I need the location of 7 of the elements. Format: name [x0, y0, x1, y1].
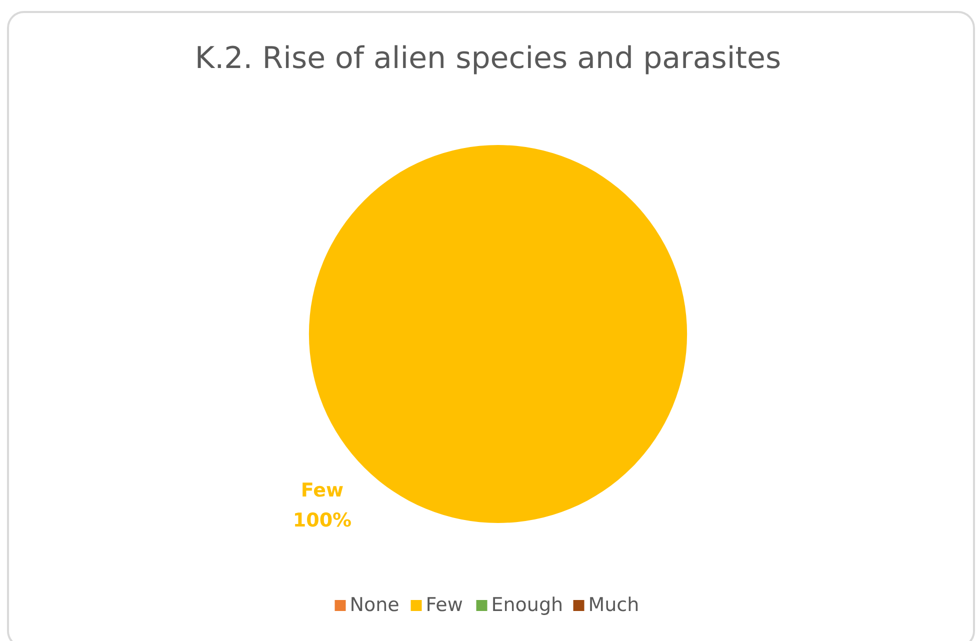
legend-label: Much: [588, 594, 640, 616]
legend-label: Enough: [491, 594, 564, 616]
slice-label: Few: [300, 480, 344, 502]
data-label: 100%: [292, 510, 352, 532]
chart-title: K.2. Rise of alien species and parasites: [194, 41, 782, 76]
legend-label: None: [350, 594, 400, 616]
legend-label: Few: [426, 594, 463, 616]
